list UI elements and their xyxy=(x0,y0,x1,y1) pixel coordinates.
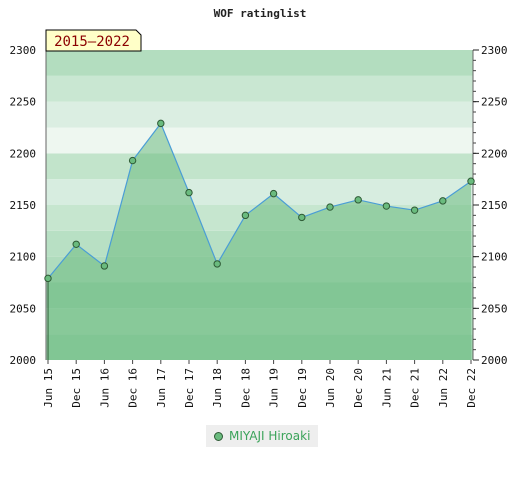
data-point[interactable] xyxy=(269,189,278,198)
y-tick-label-left: 2100 xyxy=(10,251,37,264)
data-point[interactable] xyxy=(100,262,109,270)
y-tick-label-right: 2200 xyxy=(481,147,508,160)
x-tick-label: Dec 16 xyxy=(127,368,140,408)
legend-label: MIYAJI Hiroaki xyxy=(229,429,311,443)
y-tick-label-right: 2100 xyxy=(481,251,508,264)
background-band xyxy=(46,153,473,180)
x-tick-label: Dec 20 xyxy=(352,368,365,408)
data-point[interactable] xyxy=(157,119,165,128)
data-point[interactable] xyxy=(44,274,52,283)
series-area xyxy=(47,122,472,360)
data-point[interactable] xyxy=(185,188,193,197)
x-tick-label: Jun 21 xyxy=(380,368,393,408)
x-tick-label: Dec 22 xyxy=(465,368,478,408)
background-band xyxy=(46,101,473,128)
x-tick-label: Jun 17 xyxy=(155,368,168,408)
background-band xyxy=(46,127,473,154)
y-tick-label-right: 2050 xyxy=(481,302,508,315)
data-point[interactable] xyxy=(439,197,447,205)
y-tick-label-left: 2250 xyxy=(10,96,37,109)
y-tick-label-right: 2300 xyxy=(481,44,508,57)
data-point[interactable] xyxy=(241,211,250,220)
x-tick-label: Dec 18 xyxy=(239,368,252,408)
x-tick-label: Dec 15 xyxy=(70,368,83,408)
data-point[interactable] xyxy=(298,213,306,222)
x-tick-label: Dec 17 xyxy=(183,368,196,408)
y-tick-label-right: 2250 xyxy=(481,96,508,109)
background-band xyxy=(46,75,473,102)
y-tick-label-left: 2300 xyxy=(10,44,37,57)
chart-title: WOF ratinglist xyxy=(214,7,307,20)
x-tick-label: Jun 18 xyxy=(211,368,224,408)
data-point[interactable] xyxy=(326,203,334,211)
x-tick-label: Dec 19 xyxy=(296,368,309,408)
x-axis-labels: Jun 15 Dec 15 Jun 16 Dec 16 Jun 17 Dec 17 Jun … xyxy=(42,360,478,408)
data-point[interactable] xyxy=(382,202,391,210)
x-tick-label: Jun 19 xyxy=(268,368,281,408)
y-tick-label-right: 2000 xyxy=(481,354,508,367)
period-badge: 2015–2022 xyxy=(45,29,142,52)
data-point[interactable] xyxy=(128,156,137,165)
x-tick-label: Jun 16 xyxy=(98,368,111,408)
y-tick-label-left: 2000 xyxy=(10,354,37,367)
data-point[interactable] xyxy=(410,206,419,214)
series-line xyxy=(47,122,472,279)
data-point[interactable] xyxy=(72,240,80,248)
x-tick-label: Jun 20 xyxy=(324,368,337,408)
y-tick-label-left: 2150 xyxy=(10,199,37,212)
background-band xyxy=(46,179,473,205)
x-tick-label: Dec 21 xyxy=(409,368,422,408)
y-tick-label-right: 2150 xyxy=(481,199,508,212)
series-points[interactable] xyxy=(44,119,475,283)
data-point[interactable] xyxy=(467,177,475,185)
period-badge-text: 2015–2022 xyxy=(54,34,130,50)
background-band xyxy=(46,50,473,76)
data-point[interactable] xyxy=(354,196,362,204)
legend[interactable]: MIYAJI Hiroaki xyxy=(206,425,319,447)
x-tick-label: Jun 22 xyxy=(437,368,450,408)
x-tick-label: Jun 15 xyxy=(42,368,55,408)
axes: 2000 2000 2050 2050 2100 2100 2150 2150 2200 2200… xyxy=(10,44,508,367)
y-tick-label-left: 2200 xyxy=(10,147,37,160)
series-fill xyxy=(48,123,471,360)
y-tick-label-left: 2050 xyxy=(10,302,37,315)
legend-marker-icon xyxy=(214,431,223,441)
data-point[interactable] xyxy=(213,260,221,268)
